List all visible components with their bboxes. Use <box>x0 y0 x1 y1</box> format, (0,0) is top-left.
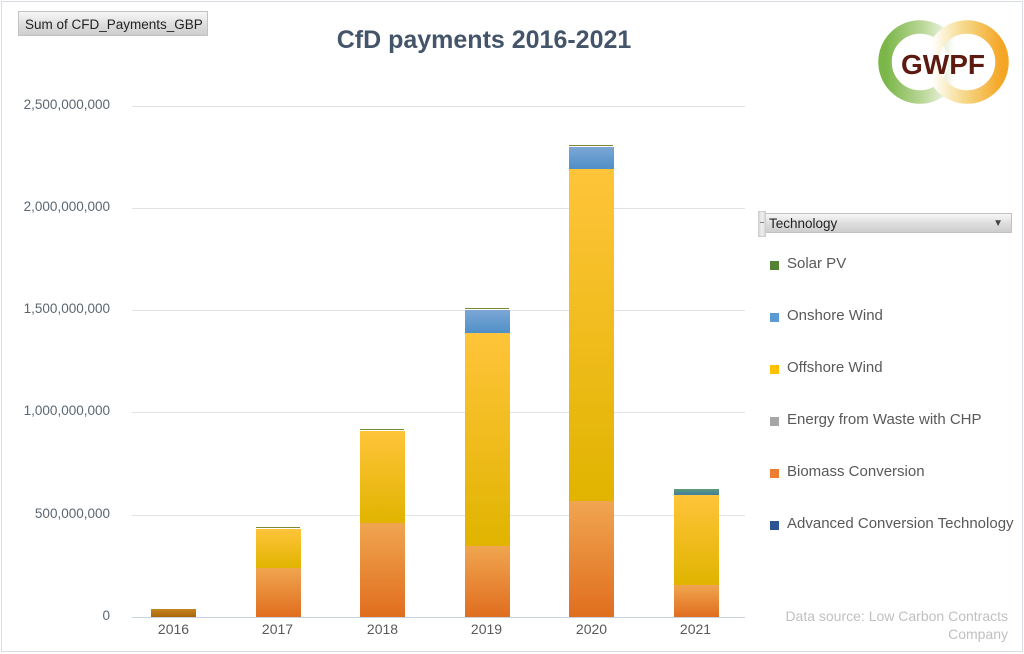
svg-text:GWPF: GWPF <box>901 49 985 80</box>
